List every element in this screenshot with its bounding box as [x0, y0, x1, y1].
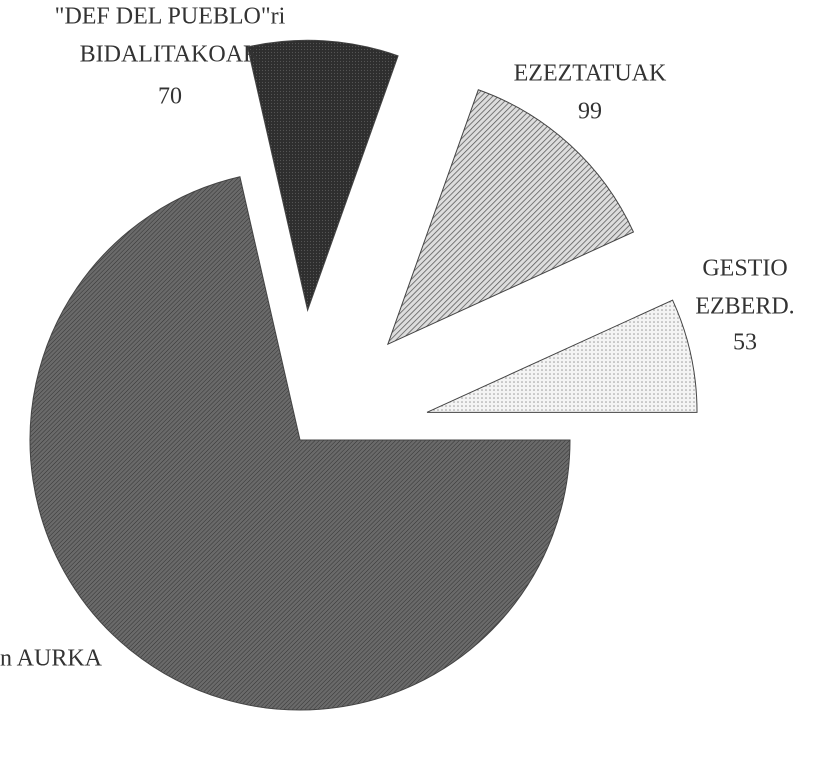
- slice-label: EZEZTATUAK: [514, 61, 667, 87]
- pie-slice: [426, 299, 698, 413]
- slice-label: n AURKA: [0, 646, 103, 672]
- pie-slice: [246, 39, 399, 313]
- slice-label: EZBERD.: [695, 294, 794, 320]
- slice-value: 99: [578, 99, 602, 125]
- pie-slice: [29, 176, 571, 711]
- slice-value: 70: [158, 84, 182, 110]
- slice-label: BIDALITAKOAK: [80, 42, 261, 68]
- pie-slice: [386, 89, 635, 346]
- slice-value: 53: [733, 330, 757, 356]
- slice-label: "DEF DEL PUEBLO"ri: [55, 4, 286, 30]
- slice-label: GESTIO: [702, 256, 787, 282]
